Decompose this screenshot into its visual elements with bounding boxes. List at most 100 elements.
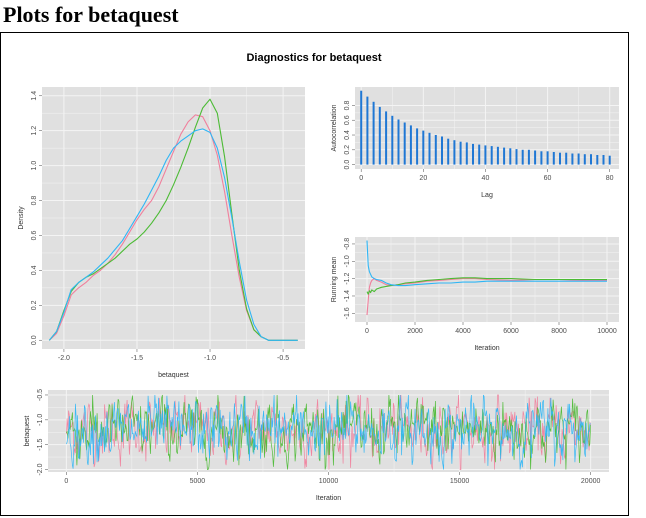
autocorrelation-bar [515,149,518,165]
density-xtick-label: -0.5 [277,355,289,362]
autocorrelation-xtick-label: 80 [606,175,614,182]
density-x-axis-label: betaquest [158,372,189,379]
autocorrelation-bar [372,101,375,165]
autocorrelation-bar [490,146,493,165]
figure-title: Diagnostics for betaquest [246,52,381,64]
density-ytick-label: 1.0 [31,161,38,171]
density-ytick-label: 1.4 [31,91,38,101]
autocorrelation-bar [509,148,512,165]
trace-xtick-label: 15000 [450,478,470,485]
autocorrelation-bar [478,144,481,165]
autocorrelation-bar [534,150,537,165]
running-mean-panel: 0 2000 4000 6000 8000 10000 -1.6 -1.4 -1.2 -1.0 -0… [331,237,619,352]
autocorrelation-bar [521,149,524,165]
autocorrelation-bar [565,152,568,165]
running-mean-y-axis-label: Running mean [331,257,338,303]
density-y-axis-label: Density [18,206,25,230]
density-series-line [48,128,298,341]
autocorrelation-bar [540,151,543,165]
diagnostics-figure: Diagnostics for betaquest -2.0 -1.5 -1.0 -0… [18,52,619,502]
density-xtick-label: -1.5 [131,355,143,362]
autocorrelation-bar [484,145,487,165]
density-ytick-label: 0.4 [31,265,38,275]
autocorrelation-bar [583,154,586,165]
autocorrelation-bar [571,153,574,165]
autocorrelation-ytick-label: 0.0 [344,160,351,170]
running-mean-xtick-label: 2000 [407,328,423,335]
autocorrelation-bar [409,125,412,165]
trace-y-axis-label: betaquest [24,416,31,447]
autocorrelation-ytick-label: 0.8 [344,100,351,110]
page-heading: Plots for betaquest [3,2,179,27]
autocorrelation-panel: 0 20 40 60 80 0.0 0.2 0.4 0.6 0.8 Lag Autocorrelati… [331,87,619,199]
autocorrelation-bar [385,111,388,165]
autocorrelation-bar [577,153,580,165]
trace-ytick-label: -1.0 [37,414,44,426]
autocorrelation-bar [608,155,611,165]
trace-xtick-label: 20000 [581,478,601,485]
autocorrelation-bar [422,130,425,165]
autocorrelation-bar [459,141,462,165]
running-mean-ytick-label: -1.0 [344,255,351,267]
density-ytick-label: 0.2 [31,300,38,310]
autocorrelation-xtick-label: 40 [482,175,490,182]
autocorrelation-bar [391,115,394,165]
autocorrelation-xtick-label: 60 [544,175,552,182]
running-mean-xtick-label: 6000 [503,328,519,335]
autocorrelation-bar [441,136,443,165]
density-series-line [48,98,298,341]
trace-xtick-label: 5000 [190,478,206,485]
autocorrelation-y-axis-label: Autocorrelation [331,104,338,151]
autocorrelation-bar [434,135,437,165]
autocorrelation-bar [447,138,450,165]
running-mean-ytick-label: -1.4 [344,290,351,302]
autocorrelation-bar [590,154,592,165]
density-ytick-label: 0.8 [31,196,38,206]
trace-series-line [66,394,591,470]
autocorrelation-bar [596,155,599,165]
density-ytick-label: 0.0 [31,335,38,345]
trace-ytick-label: -1.5 [37,439,44,451]
running-mean-ytick-label: -1.2 [344,272,351,284]
running-mean-series-line [366,278,607,316]
autocorrelation-bar [428,132,431,165]
running-mean-xtick-label: 4000 [455,328,471,335]
trace-x-axis-label: Iteration [316,495,341,502]
density-ytick-label: 0.6 [31,230,38,240]
running-mean-xtick-label: 0 [365,328,369,335]
density-xtick-label: -2.0 [58,355,70,362]
density-ytick-label: 1.2 [31,126,38,136]
density-panel: -2.0 -1.5 -1.0 -0.5 0.0 0.2 0.4 0.6 0.8 1.0 1.2 1.4… [18,87,305,379]
running-mean-x-axis-label: Iteration [474,345,499,352]
running-mean-series-line [366,240,607,287]
autocorrelation-bar [559,152,561,165]
autocorrelation-bar [397,119,400,165]
autocorrelation-bar [465,142,468,165]
autocorrelation-x-axis-label: Lag [481,192,493,199]
trace-xtick-label: 10000 [319,478,339,485]
trace-ytick-label: -0.5 [37,389,44,401]
trace-ytick-label: -2.0 [37,463,44,475]
autocorrelation-bar [378,106,381,165]
running-mean-xtick-label: 10000 [597,328,617,335]
autocorrelation-bar [496,146,499,165]
autocorrelation-bar [546,151,549,165]
autocorrelation-bar [602,155,605,165]
running-mean-series-line [366,277,607,295]
autocorrelation-ytick-label: 0.6 [344,115,351,125]
autocorrelation-ytick-label: 0.4 [344,130,351,140]
autocorrelation-xtick-label: 20 [419,175,427,182]
autocorrelation-xtick-label: 0 [359,175,363,182]
autocorrelation-bar [453,140,456,165]
running-mean-ytick-label: -1.6 [344,307,351,319]
autocorrelation-bar [416,128,419,165]
autocorrelation-bar [403,122,406,165]
density-xtick-label: -1.0 [204,355,216,362]
autocorrelation-bar [552,152,555,165]
autocorrelation-bar [366,96,369,165]
autocorrelation-bar [527,149,530,165]
autocorrelation-bar [360,90,363,165]
running-mean-ytick-label: -0.8 [344,238,351,250]
running-mean-xtick-label: 8000 [551,328,567,335]
trace-xtick-label: 0 [64,478,68,485]
